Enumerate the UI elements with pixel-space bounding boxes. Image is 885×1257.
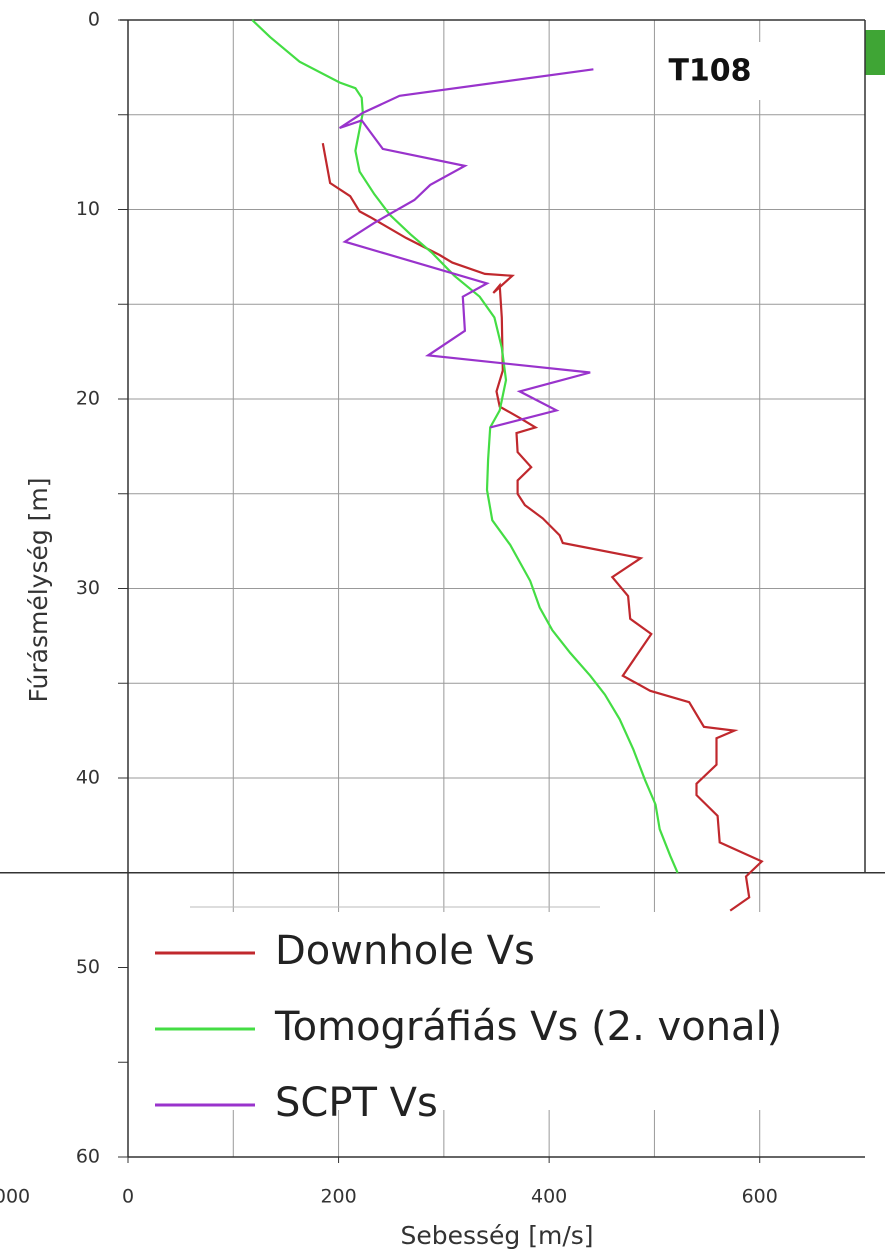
y-tick-label: 20 <box>76 388 100 410</box>
series-line <box>251 19 679 874</box>
x-tick-label: 600 <box>742 1186 778 1208</box>
y-tick-label: 60 <box>76 1146 100 1168</box>
legend-box <box>130 912 870 1110</box>
y-tick-label: 50 <box>76 956 100 978</box>
y-tick-label: 10 <box>76 198 100 220</box>
legend-label: Tomográfiás Vs (2. vonal) <box>274 1004 782 1050</box>
y-axis-title: Fúrásmélység [m] <box>24 477 53 702</box>
edge-tab <box>865 30 885 75</box>
y-tick-label: 30 <box>76 577 100 599</box>
label-box <box>655 42 765 100</box>
cut-label: 000 <box>0 1186 30 1208</box>
x-axis-title: Sebesség [m/s] <box>400 1221 593 1250</box>
legend-label: SCPT Vs <box>275 1080 438 1126</box>
legend-label: Downhole Vs <box>275 928 535 974</box>
y-tick-label: 40 <box>76 767 100 789</box>
x-tick-label: 200 <box>320 1186 356 1208</box>
x-tick-label: 0 <box>122 1186 134 1208</box>
label-box-text: T108 <box>668 54 751 89</box>
y-tick-label: 0 <box>88 9 100 31</box>
series-line <box>338 68 594 429</box>
x-tick-label: 400 <box>531 1186 567 1208</box>
series-line <box>321 143 764 912</box>
